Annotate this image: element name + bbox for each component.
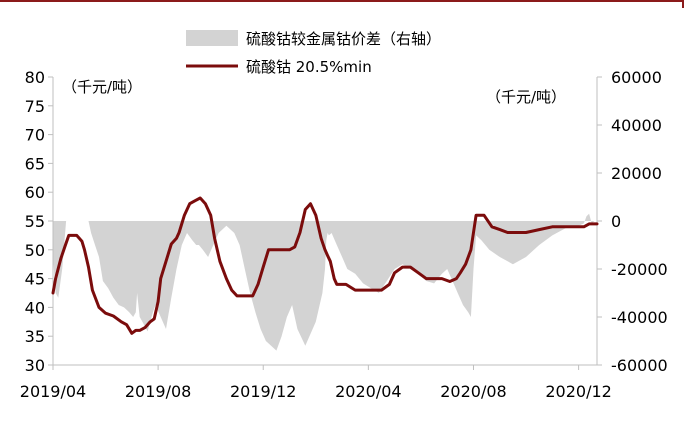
- right-tick-label: 20000: [611, 164, 662, 183]
- x-tick-label: 2019/04: [20, 382, 86, 401]
- left-tick-label: 35: [25, 327, 45, 346]
- legend: 硫酸钴较金属钴价差（右轴） 硫酸钴 20.5%min: [186, 30, 441, 76]
- legend-area-label: 硫酸钴较金属钴价差（右轴）: [246, 30, 441, 48]
- right-tick-label: -20000: [611, 260, 668, 279]
- left-tick-label: 65: [25, 154, 45, 173]
- x-tick-label: 2020/04: [335, 382, 401, 401]
- left-tick-label: 55: [25, 212, 45, 231]
- right-tick-label: -60000: [611, 356, 668, 375]
- left-tick-label: 30: [25, 356, 45, 375]
- right-tick-label: 60000: [611, 68, 662, 87]
- legend-line-label: 硫酸钴 20.5%min: [246, 58, 372, 76]
- left-tick-label: 70: [25, 126, 45, 145]
- left-tick-label: 50: [25, 241, 45, 260]
- right-tick-label: 0: [611, 212, 621, 231]
- left-axis-unit: （千元/吨）: [62, 78, 142, 96]
- x-tick-label: 2020/12: [545, 382, 611, 401]
- left-tick-label: 75: [25, 97, 45, 116]
- x-tick-label: 2019/12: [230, 382, 296, 401]
- right-tick-label: 40000: [611, 116, 662, 135]
- header-rule: [0, 0, 684, 2]
- left-tick-label: 80: [25, 68, 45, 87]
- x-tick-label: 2019/08: [125, 382, 191, 401]
- x-tick-label: 2020/08: [440, 382, 506, 401]
- left-tick-label: 40: [25, 298, 45, 317]
- left-tick-label: 60: [25, 183, 45, 202]
- plot-area: 30 35 40 45 50 55 60 65 70 75 80 -60000 -40000 -20000…: [20, 68, 668, 401]
- legend-area-swatch: [186, 30, 238, 46]
- left-tick-label: 45: [25, 270, 45, 289]
- header-rule-mark: [682, 0, 684, 8]
- series-cobalt-sulfate-line: [51, 196, 599, 335]
- right-tick-label: -40000: [611, 308, 668, 327]
- series-spread-area: [53, 213, 597, 351]
- right-axis-unit: （千元/吨）: [486, 88, 566, 106]
